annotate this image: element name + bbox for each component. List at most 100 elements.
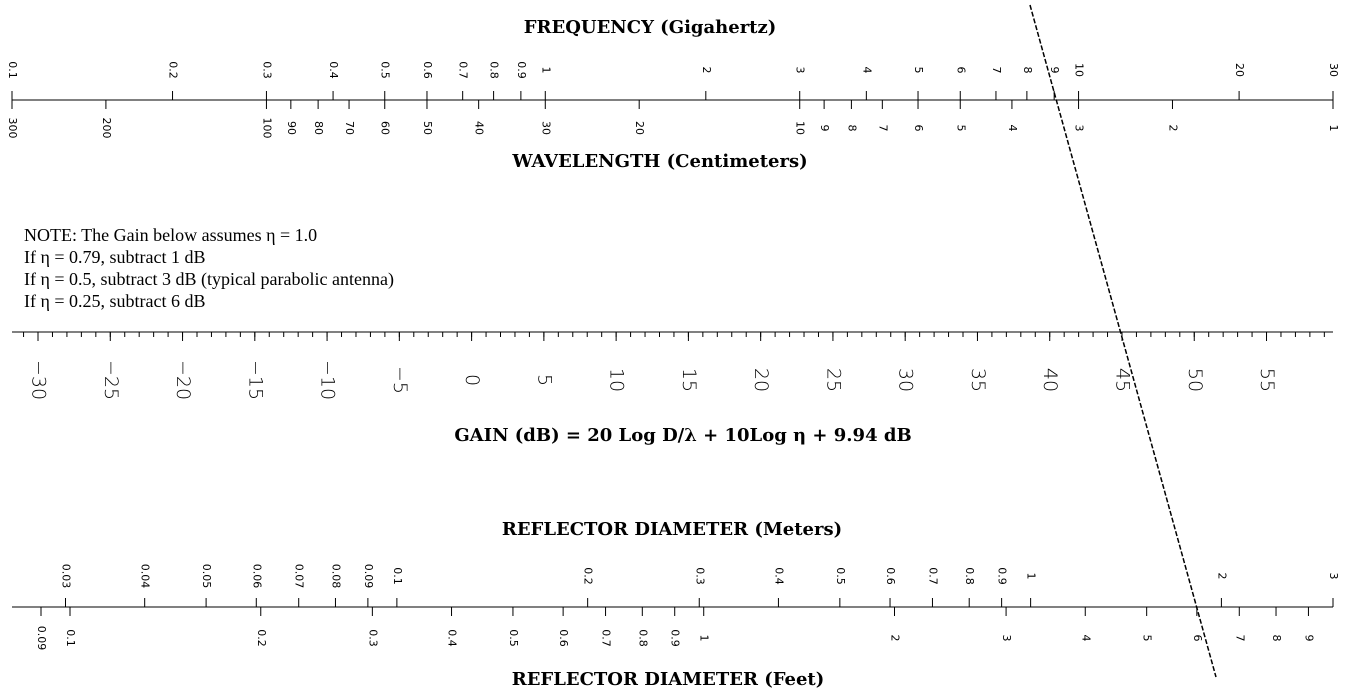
tick-label: 6 <box>1191 635 1204 642</box>
tick-label: 2 <box>888 635 901 642</box>
tick-label: 100 <box>260 118 273 139</box>
tick-label: 0.9 <box>515 61 528 79</box>
tick-label: 1 <box>698 635 711 642</box>
tick-label: 2 <box>700 67 713 74</box>
tick-label: 0.03 <box>60 564 73 589</box>
tick-label: 5 <box>533 374 555 386</box>
tick-label: 40 <box>473 121 486 135</box>
tick-label: 6 <box>954 67 967 74</box>
tick-label: 45 <box>1111 368 1133 392</box>
tick-label: 1 <box>1025 573 1038 580</box>
tick-label: 30 <box>1327 63 1340 77</box>
tick-label: 9 <box>1048 67 1061 74</box>
tick-label: −15 <box>244 360 266 400</box>
tick-label: 2 <box>1166 125 1179 132</box>
tick-label: 6 <box>912 125 925 132</box>
wavelength-title: WAVELENGTH (Centimeters) <box>511 151 807 172</box>
tick-label: 30 <box>539 121 552 135</box>
tick-label: 0.6 <box>557 629 570 647</box>
tick-label: 3 <box>1073 125 1086 132</box>
tick-label: 0.7 <box>926 567 939 585</box>
frequency-title: FREQUENCY (Gigahertz) <box>524 17 777 38</box>
tick-label: −10 <box>317 360 339 400</box>
tick-label: 0.3 <box>260 61 273 79</box>
tick-label: 0.3 <box>693 567 706 585</box>
tick-label: 0.05 <box>200 564 213 589</box>
example-line <box>1029 4 1217 678</box>
tick-label: 20 <box>1233 63 1246 77</box>
tick-label: 70 <box>343 121 356 135</box>
tick-label: 0.06 <box>250 564 263 589</box>
tick-label: 8 <box>1270 635 1283 642</box>
tick-label: 25 <box>822 368 844 392</box>
tick-label: 0.8 <box>963 567 976 585</box>
tick-label: 1 <box>1327 125 1340 132</box>
tick-label: 0.6 <box>884 567 897 585</box>
tick-label: −30 <box>28 360 50 400</box>
tick-label: 0.2 <box>255 629 268 647</box>
tick-label: 0.07 <box>293 564 306 589</box>
tick-label: 7 <box>990 67 1003 74</box>
tick-label: 0.5 <box>834 567 847 585</box>
tick-label: 2 <box>1215 573 1228 580</box>
tick-label: −20 <box>172 360 194 400</box>
tick-label: −5 <box>389 366 411 394</box>
tick-label: 0.1 <box>6 61 19 79</box>
gain-formula: GAIN (dB) = 20 Log D/λ + 10Log η + 9.94 … <box>454 425 911 446</box>
feet-title: REFLECTOR DIAMETER (Feet) <box>512 669 825 690</box>
tick-label: 90 <box>285 121 298 135</box>
tick-label: 10 <box>606 368 628 392</box>
tick-label: 8 <box>1021 67 1034 74</box>
tick-label: 300 <box>6 118 19 139</box>
tick-label: 0.2 <box>167 61 180 79</box>
meters-title: REFLECTOR DIAMETER (Meters) <box>502 519 842 540</box>
tick-label: 3 <box>794 67 807 74</box>
tick-label: 60 <box>379 121 392 135</box>
tick-label: 0.3 <box>366 629 379 647</box>
tick-label: 1 <box>539 67 552 74</box>
tick-label: 0 <box>461 374 483 386</box>
tick-label: 4 <box>1079 635 1092 642</box>
note-line: If η = 0.25, subtract 6 dB <box>24 291 206 311</box>
tick-label: 55 <box>1256 368 1278 392</box>
tick-label: 5 <box>1141 635 1154 642</box>
tick-label: 3 <box>1000 635 1013 642</box>
tick-label: 0.08 <box>329 564 342 589</box>
tick-label: 3 <box>1327 573 1340 580</box>
tick-label: 0.8 <box>636 629 649 647</box>
tick-label: 0.4 <box>327 61 340 79</box>
tick-label: 4 <box>1006 125 1019 132</box>
note-line: NOTE: The Gain below assumes η = 1.0 <box>24 225 317 245</box>
tick-label: 0.8 <box>488 61 501 79</box>
tick-label: 0.4 <box>446 629 459 647</box>
tick-label: 10 <box>1073 63 1086 77</box>
tick-label: 0.1 <box>391 567 404 585</box>
tick-label: 5 <box>954 125 967 132</box>
tick-label: 0.7 <box>457 61 470 79</box>
tick-label: 30 <box>895 368 917 392</box>
tick-label: 8 <box>845 125 858 132</box>
tick-label: 20 <box>750 368 772 392</box>
tick-label: 50 <box>421 121 434 135</box>
tick-label: 15 <box>678 368 700 392</box>
tick-label: 9 <box>818 125 831 132</box>
tick-label: 0.9 <box>669 629 682 647</box>
tick-label: 80 <box>312 121 325 135</box>
tick-label: 200 <box>100 118 113 139</box>
tick-label: 0.1 <box>64 629 77 647</box>
tick-label: 7 <box>876 125 889 132</box>
tick-label: 35 <box>967 368 989 392</box>
tick-label: 0.7 <box>600 629 613 647</box>
tick-label: 7 <box>1233 635 1246 642</box>
tick-label: 0.09 <box>35 626 48 651</box>
tick-label: 0.4 <box>772 567 785 585</box>
tick-label: 40 <box>1039 368 1061 392</box>
tick-label: 0.5 <box>379 61 392 79</box>
note-line: If η = 0.79, subtract 1 dB <box>24 247 206 267</box>
note-line: If η = 0.5, subtract 3 dB (typical parab… <box>24 269 394 290</box>
tick-label: 0.6 <box>421 61 434 79</box>
tick-label: 9 <box>1302 635 1315 642</box>
tick-label: 0.2 <box>582 567 595 585</box>
tick-label: 10 <box>794 121 807 135</box>
